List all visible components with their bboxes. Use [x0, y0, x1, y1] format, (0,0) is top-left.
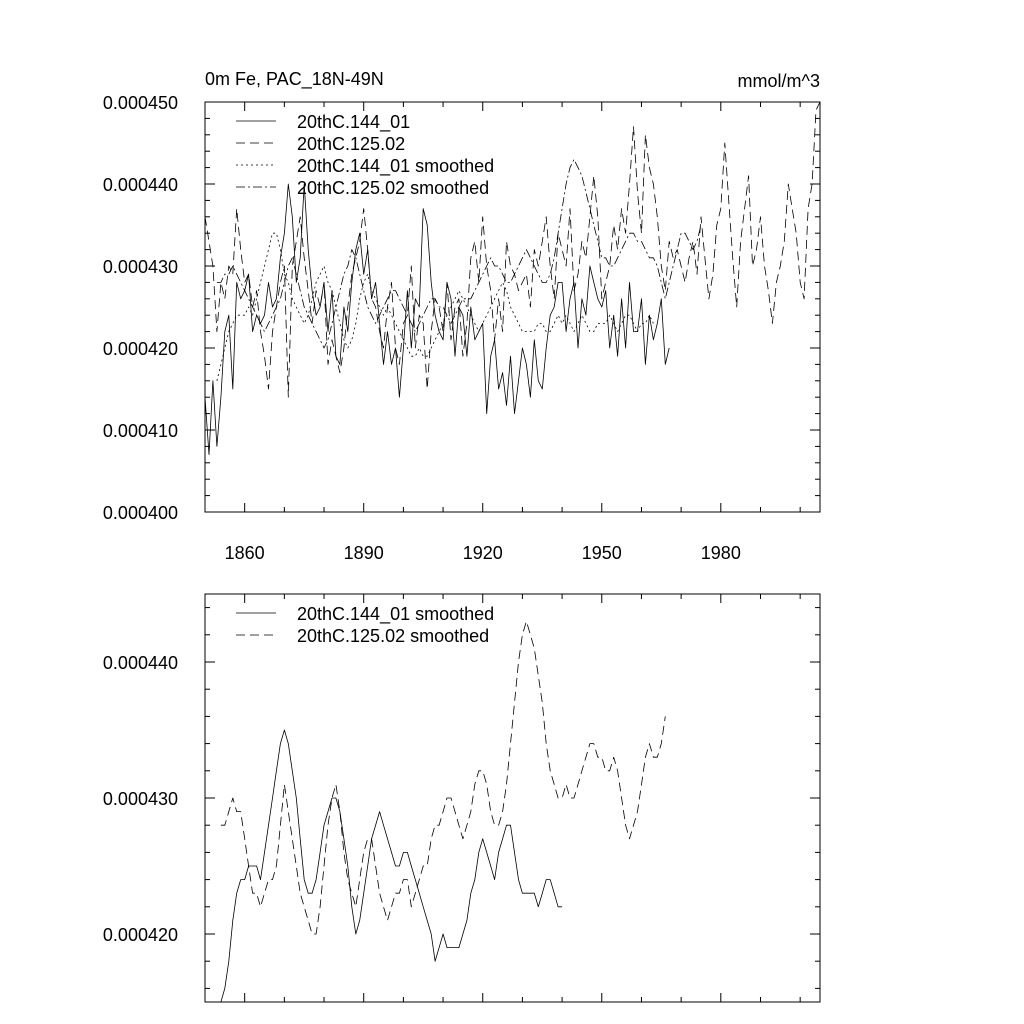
legend-label: 20thC.125.02 smoothed — [297, 178, 489, 198]
y-tick-label: 0.000400 — [103, 503, 178, 523]
plot-frame — [204, 593, 821, 1003]
y-tick-label: 0.000440 — [103, 653, 178, 673]
legend-label: 20thC.144_01 smoothed — [297, 156, 494, 177]
x-tick-label: 1860 — [225, 543, 265, 563]
x-tick-label: 1950 — [582, 543, 622, 563]
x-tick-label: 1890 — [344, 543, 384, 563]
series-line — [216, 232, 654, 381]
bottom-panel: 0.000420 0.000430 0.000440 20thC.144_01 smo… — [103, 593, 821, 1003]
legend-label: 20thC.144_01 smoothed — [297, 604, 494, 625]
series-line — [205, 183, 670, 456]
series-line — [220, 729, 563, 1002]
y-tick-label: 0.000440 — [103, 175, 178, 195]
series-line — [205, 102, 820, 398]
y-tick-label: 0.000430 — [103, 257, 178, 277]
legend-label: 20thC.125.02 — [297, 134, 405, 154]
y-tick-label: 0.000450 — [103, 93, 178, 113]
y-tick-label: 0.000430 — [103, 789, 178, 809]
legend-label: 20thC.125.02 smoothed — [297, 626, 489, 646]
y-tick-label: 0.000410 — [103, 421, 178, 441]
plot-frame — [204, 101, 821, 513]
chart-units-label: mmol/m^3 — [738, 71, 820, 91]
y-tick-label: 0.000420 — [103, 925, 178, 945]
y-tick-label: 0.000420 — [103, 339, 178, 359]
legend-label: 20thC.144_01 — [297, 112, 410, 133]
x-tick-label: 1980 — [701, 543, 741, 563]
top-panel: 1860 1890 1920 1950 1980 0.000400 0.000410 0.00… — [103, 93, 821, 563]
chart-title: 0m Fe, PAC_18N-49N — [205, 69, 384, 90]
x-tick-label: 1920 — [463, 543, 503, 563]
series-line — [220, 620, 666, 935]
series-line — [216, 158, 702, 349]
